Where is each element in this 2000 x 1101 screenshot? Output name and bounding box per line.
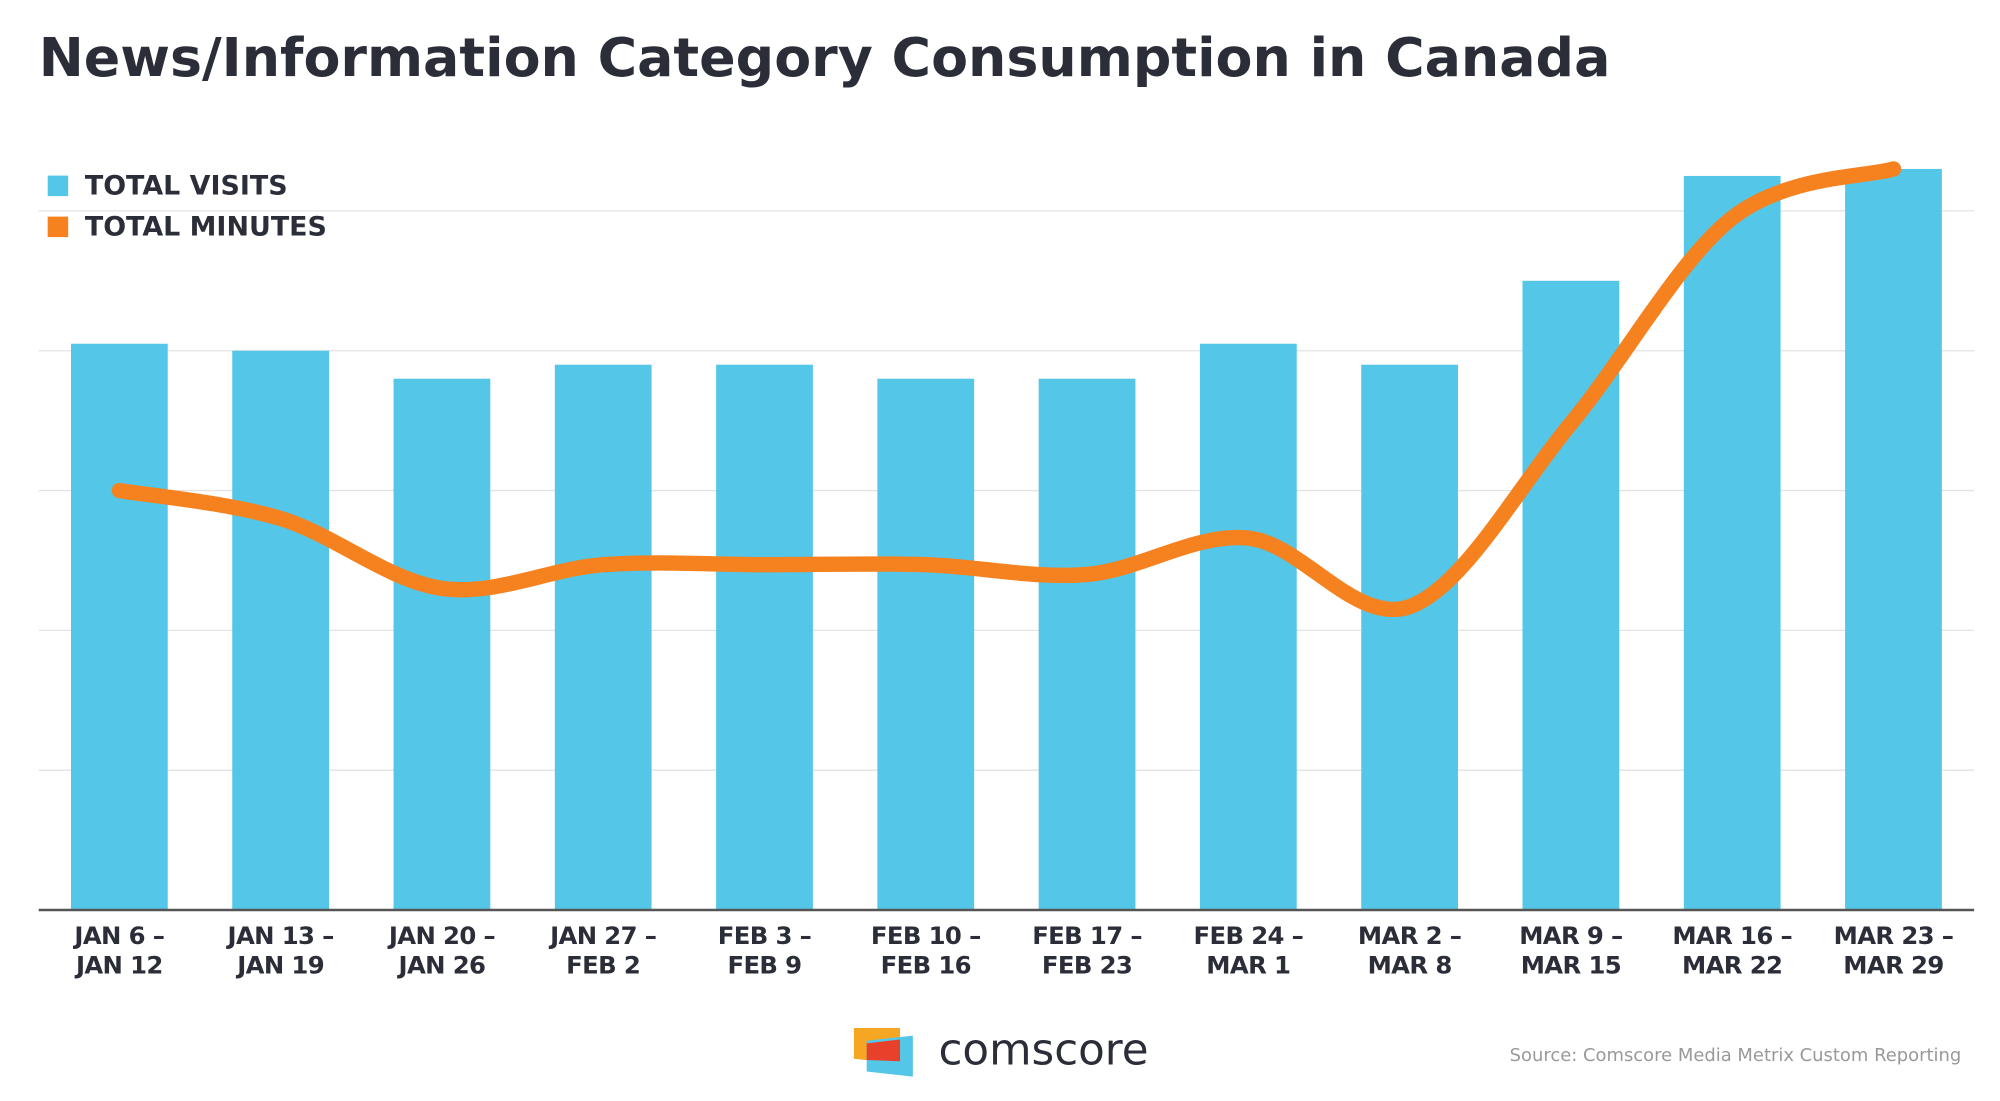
x-tick-label: JAN 12 — [74, 950, 163, 979]
x-tick-label: JAN 6 – — [72, 921, 164, 950]
x-tick-label: JAN 19 — [235, 950, 324, 979]
x-tick-label: MAR 1 — [1206, 950, 1290, 979]
bar — [716, 364, 813, 911]
x-tick-label: FEB 10 – — [871, 921, 981, 950]
bar — [1361, 364, 1459, 911]
x-tick-label: FEB 16 — [881, 950, 971, 979]
chart-title: News/Information Category Consumption in… — [39, 26, 1611, 89]
x-tick-label: MAR 9 – — [1519, 921, 1622, 950]
bar — [1683, 175, 1781, 911]
x-tick-label: MAR 16 – — [1672, 921, 1792, 950]
x-tick-label: MAR 29 — [1843, 950, 1943, 979]
x-tick-label: MAR 23 – — [1834, 921, 1954, 950]
x-tick-label: FEB 2 — [566, 950, 640, 979]
source: Source: Comscore Media Metrix Custom Rep… — [1510, 1045, 1962, 1066]
x-tick-label: MAR 8 — [1368, 950, 1452, 979]
x-tick-label: FEB 23 — [1042, 950, 1132, 979]
line — [111, 161, 1902, 617]
logo-icon — [853, 1027, 913, 1077]
legend-label: TOTAL MINUTES — [85, 212, 327, 243]
bar — [554, 364, 652, 911]
bar — [232, 350, 330, 911]
logo-text: comscore — [938, 1025, 1148, 1075]
legend-swatch — [47, 216, 69, 238]
x-tick-label: MAR 2 – — [1358, 921, 1461, 950]
bar — [877, 378, 975, 911]
x-tick-label: FEB 9 — [727, 950, 801, 979]
bar — [70, 343, 168, 911]
x-tick-label: JAN 26 — [397, 950, 486, 979]
legend-label: TOTAL VISITS — [85, 171, 288, 202]
x-tick-label: MAR 15 — [1521, 950, 1621, 979]
bar — [1199, 343, 1297, 911]
x-tick-label: JAN 27 – — [548, 921, 656, 950]
legend-swatch — [47, 175, 69, 197]
x-tick-label: JAN 20 – — [387, 921, 495, 950]
bar — [1038, 378, 1136, 911]
x-tick-label: FEB 24 – — [1193, 921, 1303, 950]
x-tick-label: FEB 3 – — [718, 921, 811, 950]
bar — [393, 378, 491, 911]
x-tick-label: JAN 13 – — [226, 921, 334, 950]
x-tick-label: MAR 22 — [1682, 950, 1782, 979]
x-tick-label: FEB 17 – — [1032, 921, 1142, 950]
bar — [1845, 168, 1942, 911]
